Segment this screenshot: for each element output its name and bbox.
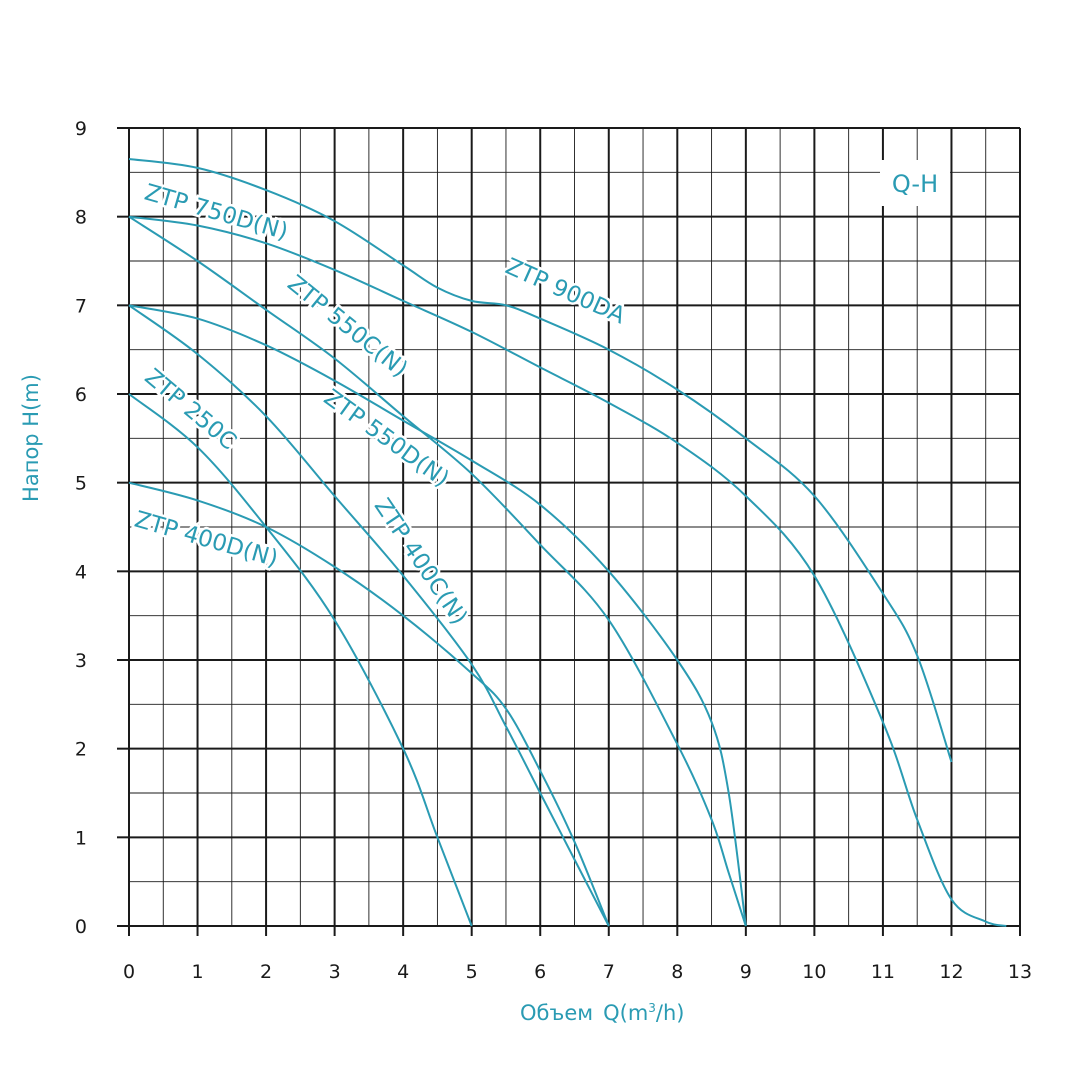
y-tick-label: 2 <box>75 739 87 761</box>
y-tick-label: 8 <box>75 207 87 229</box>
series-line-3 <box>128 304 747 927</box>
x-axis-title: Объем Q(m3/h) <box>520 1001 685 1025</box>
series-line-6 <box>128 481 610 927</box>
x-axis-unit-pre: Q(m <box>603 1001 648 1025</box>
qh-badge: Q-H <box>880 160 950 206</box>
x-tick-label: 0 <box>123 961 135 983</box>
series-label-1: ZTP 900DA <box>501 254 629 330</box>
y-tick-label: 4 <box>75 561 87 583</box>
x-tick-label: 12 <box>939 961 963 983</box>
x-tick-label: 1 <box>191 961 203 983</box>
y-tick-label: 0 <box>75 916 87 938</box>
x-axis-unit-sup: 3 <box>648 1001 656 1015</box>
series-line-1 <box>128 215 1007 927</box>
y-tick-label: 3 <box>75 650 87 672</box>
y-tick-label: 5 <box>75 473 87 495</box>
y-tick-label: 7 <box>75 295 87 317</box>
y-tick-label: 9 <box>75 118 87 140</box>
qh-badge-text: Q-H <box>892 170 938 198</box>
x-tick-label: 13 <box>1008 961 1032 983</box>
x-tick-label: 3 <box>329 961 341 983</box>
series-label-4: ZTP 400C(N) <box>369 494 472 630</box>
x-tick-label: 11 <box>871 961 895 983</box>
y-tick-label: 1 <box>75 827 87 849</box>
x-axis-title-main: Объем <box>520 1001 593 1025</box>
curves <box>128 158 1007 927</box>
x-axis-unit-post: /h) <box>656 1001 685 1025</box>
grid <box>117 127 1021 936</box>
series-label-0: ZTP 750D(N) <box>142 180 291 246</box>
series-line-2 <box>128 215 747 927</box>
x-tick-label: 10 <box>802 961 826 983</box>
x-tick-label: 2 <box>260 961 272 983</box>
x-tick-label: 4 <box>397 961 409 983</box>
x-tick-label: 9 <box>740 961 752 983</box>
y-tick-label: 6 <box>75 384 87 406</box>
x-tick-label: 6 <box>534 961 546 983</box>
series-label-2: ZTP 550C(N) <box>282 271 412 383</box>
x-tick-label: 8 <box>671 961 683 983</box>
x-tick-label: 7 <box>603 961 615 983</box>
qh-badge-background <box>880 160 950 206</box>
y-axis-title: Напор H(m) <box>19 374 43 502</box>
x-tick-label: 5 <box>466 961 478 983</box>
series-line-5 <box>128 393 473 927</box>
series-line-4 <box>128 304 610 927</box>
series-line-0 <box>128 158 953 763</box>
